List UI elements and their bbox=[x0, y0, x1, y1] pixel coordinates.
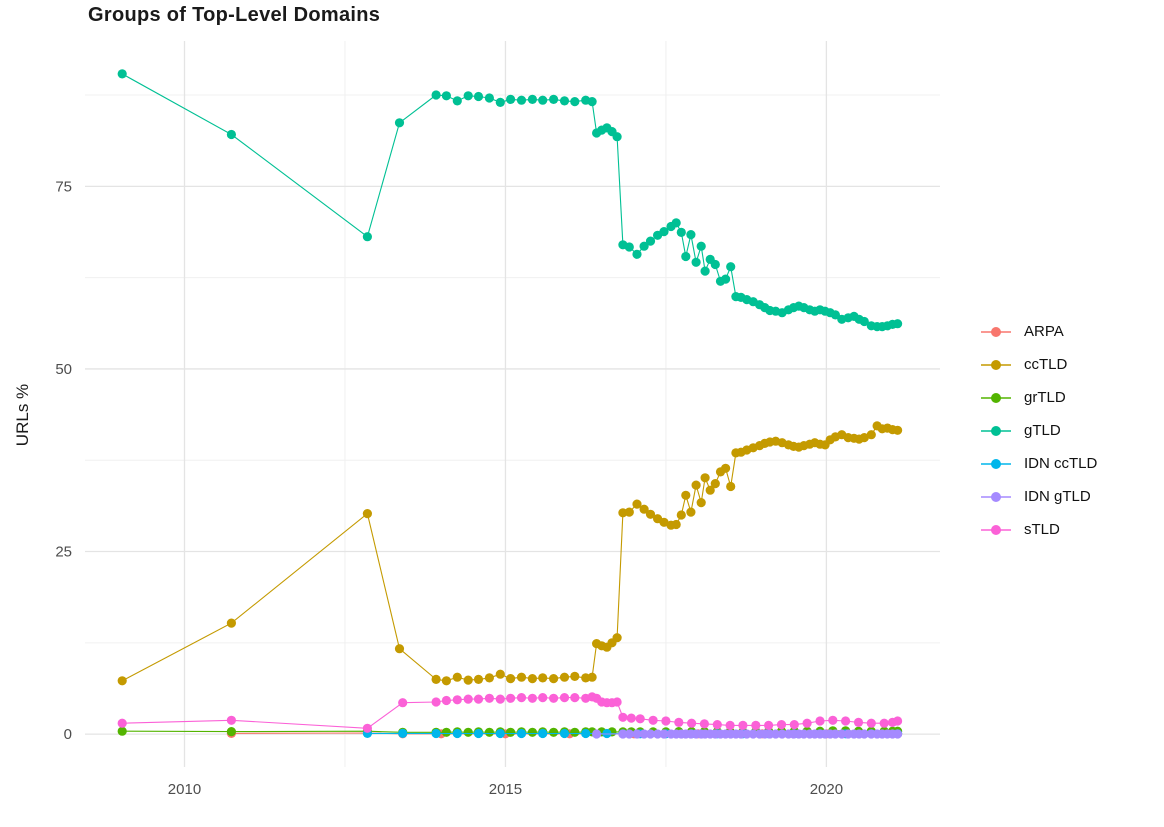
series-cctld bbox=[117, 421, 903, 686]
x-axis-ticks: 2010 2015 2020 bbox=[168, 781, 843, 798]
legend-key-icon bbox=[979, 326, 1013, 338]
legend-key-icon bbox=[979, 392, 1013, 404]
legend-item-stld: sTLD bbox=[979, 513, 1097, 546]
legend-item-idn-cctld: IDN ccTLD bbox=[979, 447, 1097, 480]
x-tick-label: 2015 bbox=[489, 781, 522, 798]
legend-item-label: gTLD bbox=[1024, 422, 1061, 439]
legend-key-icon bbox=[979, 458, 1013, 470]
legend-item-gtld: gTLD bbox=[979, 414, 1097, 447]
legend: ARPA ccTLD grTLD gTLD IDN ccTLD IDN gTLD sTLD bbox=[979, 315, 1097, 546]
y-tick-label: 25 bbox=[55, 544, 72, 561]
y-tick-label: 0 bbox=[64, 726, 72, 743]
legend-key-icon bbox=[979, 491, 1013, 503]
y-tick-label: 50 bbox=[55, 361, 72, 378]
y-axis-ticks: 0 25 50 75 bbox=[55, 178, 72, 743]
legend-item-label: ccTLD bbox=[1024, 356, 1068, 373]
gridlines bbox=[85, 41, 940, 767]
legend-key-icon bbox=[979, 359, 1013, 371]
legend-item-label: sTLD bbox=[1024, 521, 1060, 538]
chart-title: Groups of Top-Level Domains bbox=[88, 4, 381, 26]
series-gtld bbox=[117, 69, 903, 332]
legend-item-label: IDN ccTLD bbox=[1024, 455, 1098, 472]
legend-item-grtld: grTLD bbox=[979, 381, 1097, 414]
legend-item-label: IDN gTLD bbox=[1024, 488, 1091, 505]
legend-key-icon bbox=[979, 524, 1013, 536]
legend-item-label: grTLD bbox=[1024, 389, 1066, 406]
legend-item-cctld: ccTLD bbox=[979, 348, 1097, 381]
series-stld bbox=[117, 692, 903, 733]
legend-item-label: ARPA bbox=[1024, 323, 1064, 340]
series-idn-gtld bbox=[592, 729, 903, 739]
legend-key-icon bbox=[979, 425, 1013, 437]
x-tick-label: 2020 bbox=[810, 781, 843, 798]
x-tick-label: 2010 bbox=[168, 781, 201, 798]
y-tick-label: 75 bbox=[55, 178, 72, 195]
legend-item-arpa: ARPA bbox=[979, 315, 1097, 348]
legend-item-idn-gtld: IDN gTLD bbox=[979, 480, 1097, 513]
